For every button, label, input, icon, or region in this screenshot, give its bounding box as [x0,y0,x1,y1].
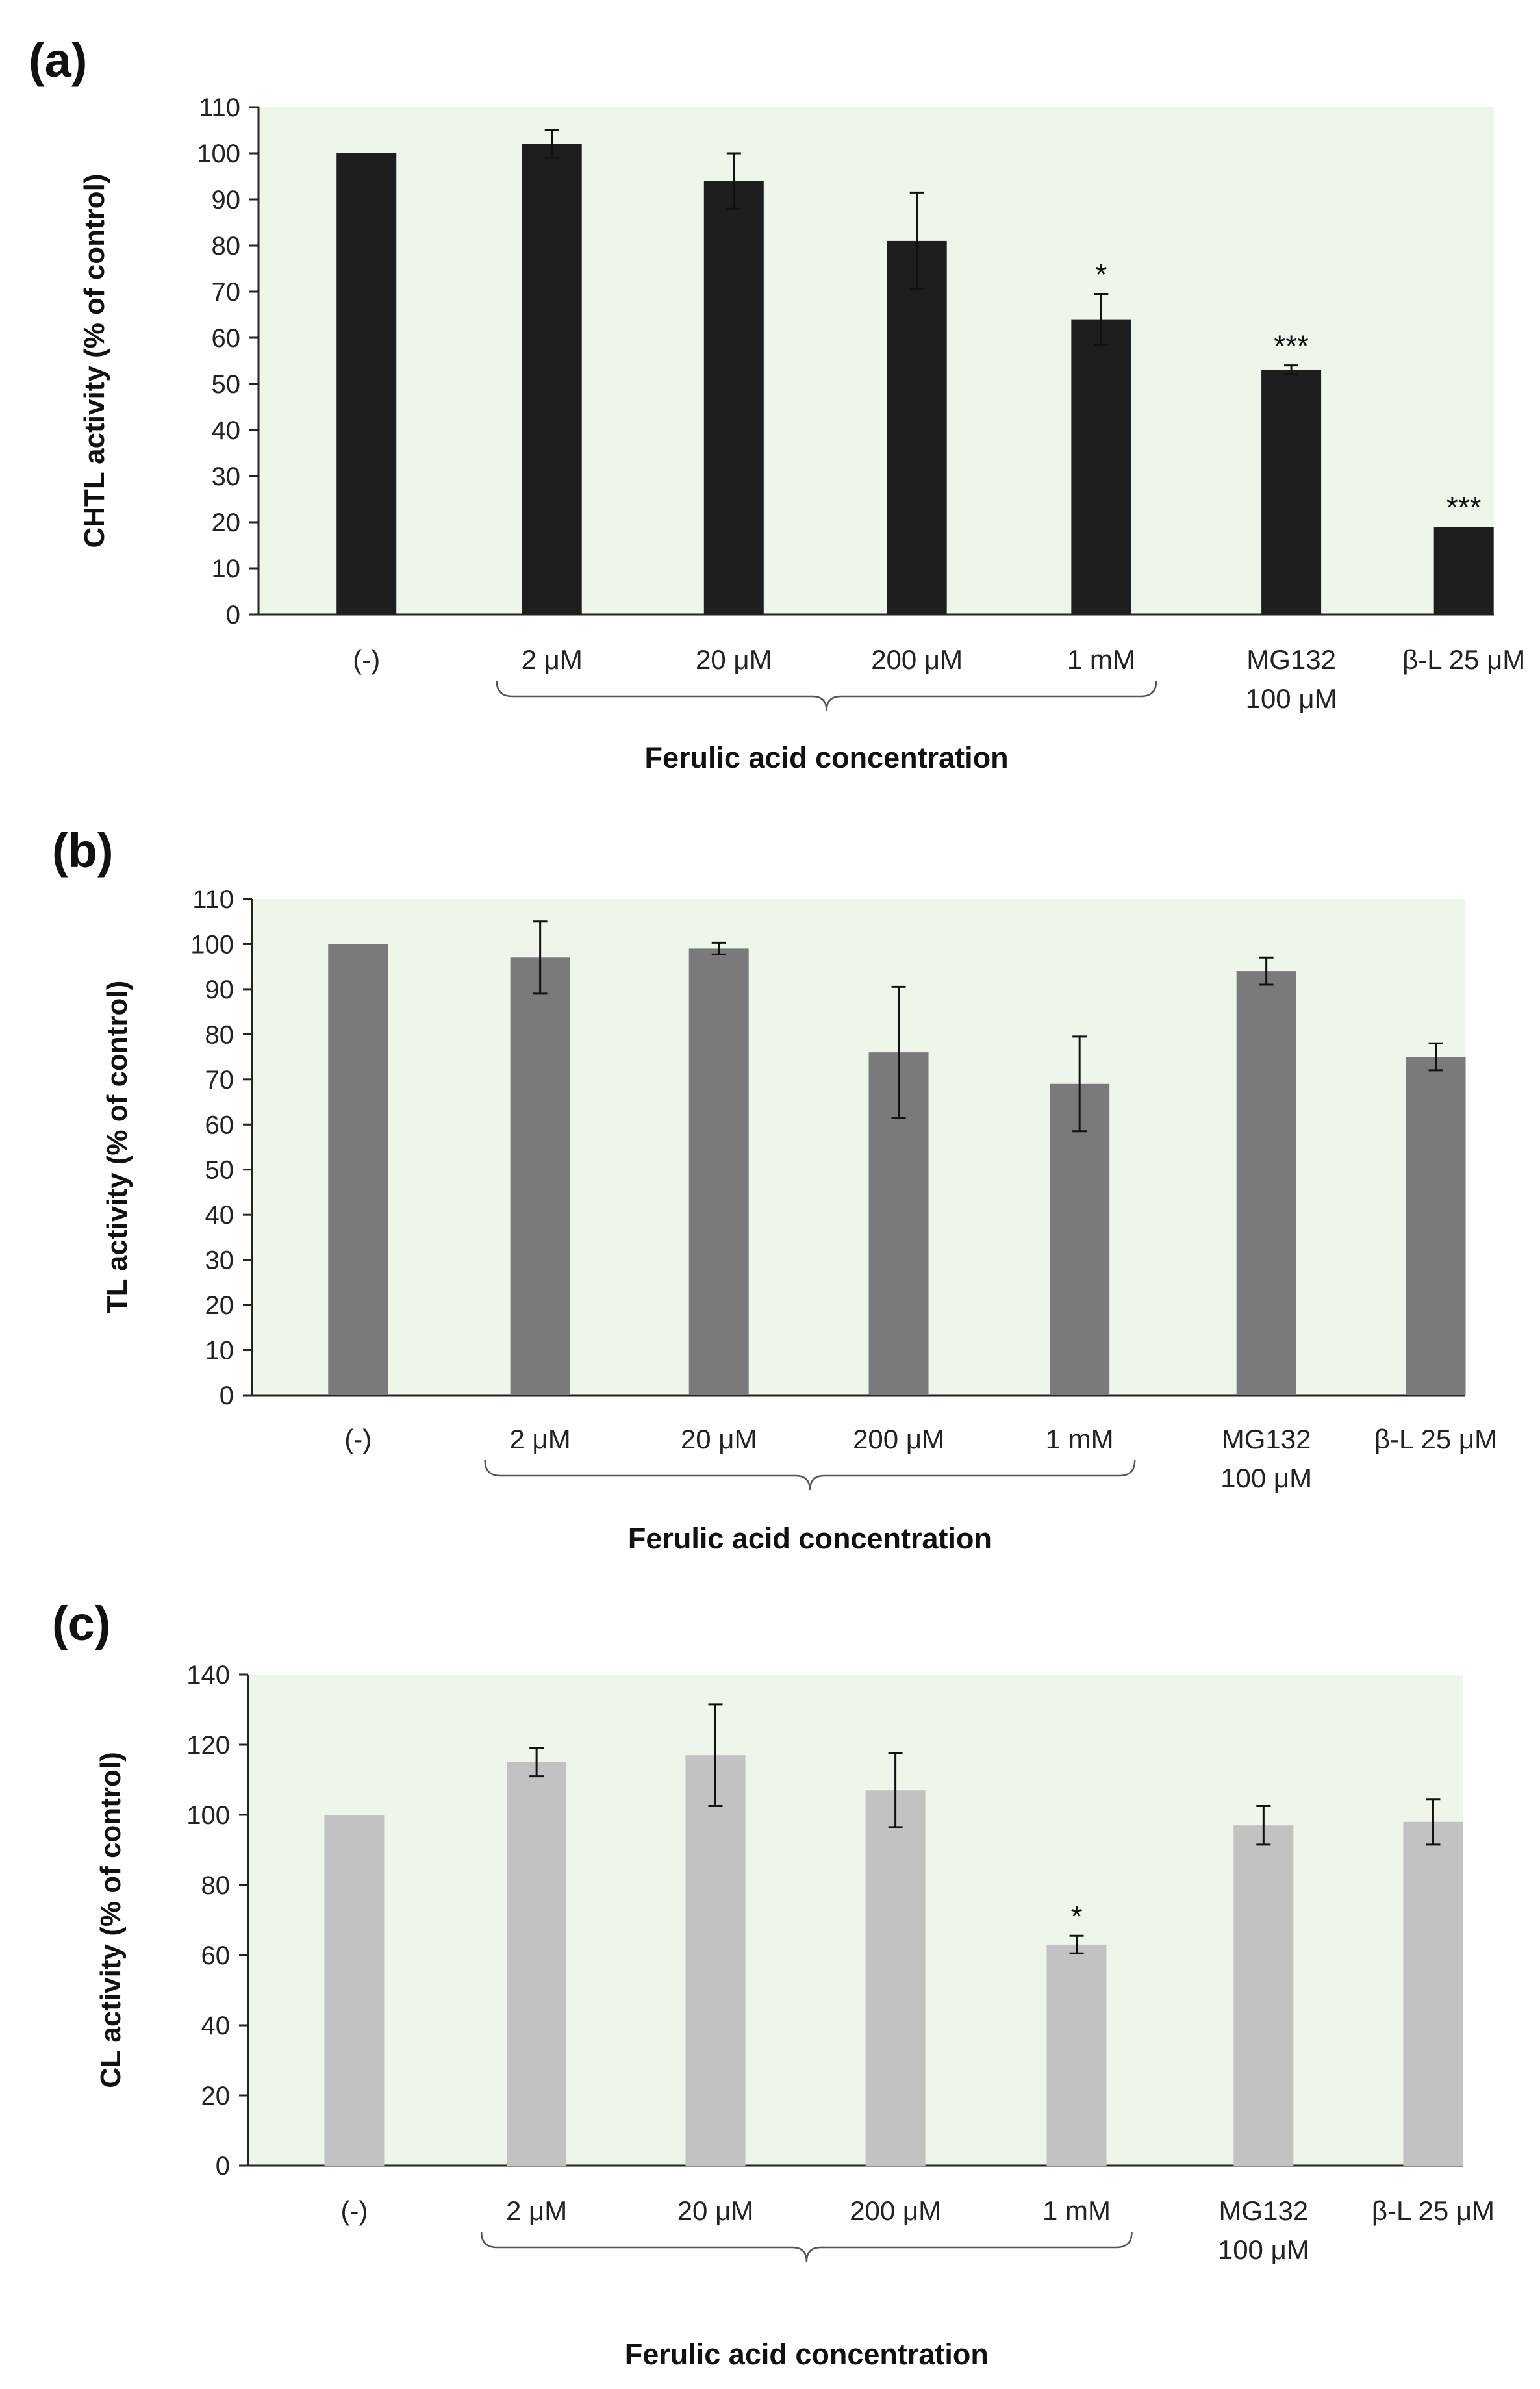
y-tick-label: 20 [201,2082,231,2110]
y-tick-label: 0 [216,2152,230,2180]
y-tick-label: 50 [205,1156,234,1185]
category-label: 2 μM [510,1424,571,1454]
group-label: Ferulic acid concentration [628,1522,992,1555]
bar-4 [887,240,947,614]
panel-label: (a) [29,33,87,87]
category-label: β-L 25 μM [1372,2195,1495,2226]
category-label: (-) [340,2195,368,2226]
bar-2 [522,144,582,615]
bar-1 [324,1815,385,2166]
bar-2 [507,1762,567,2166]
y-axis-title: TL activity (% of control) [101,981,133,1314]
y-tick-label: 120 [186,1731,230,1760]
category-label: 1 mM [1046,1424,1114,1454]
y-tick-label: 50 [212,370,241,399]
y-tick-label: 100 [190,930,234,959]
category-label: 2 μM [506,2195,567,2226]
y-tick-label: 10 [212,555,241,583]
y-tick-label: 80 [212,232,241,260]
category-label: 1 mM [1042,2195,1111,2226]
y-tick-label: 80 [201,1871,231,1900]
y-tick-label: 60 [201,1941,231,1970]
category-label: 2 μM [522,644,583,675]
panel-label: (b) [52,824,114,878]
panel-1: (a) 0 10 20 30 40 50 60 70 80 90 100 110 CHTL activit… [29,33,1525,774]
bar-3 [703,181,764,615]
y-tick-label: 40 [205,1201,234,1230]
category-label-line2: 100 μM [1246,683,1337,714]
bar-3 [685,1755,746,2166]
bar-5 [1050,1083,1110,1395]
significance-marker: * [1071,1899,1083,1933]
category-label: β-L 25 μM [1374,1424,1497,1454]
category-label: 20 μM [677,2195,754,2226]
category-label: 200 μM [853,1424,944,1454]
bar-7 [1433,527,1494,614]
y-tick-label: 110 [192,885,234,914]
y-axis-title: CHTL activity (% of control) [79,173,110,548]
y-tick-label: 70 [205,1066,234,1094]
bar-7 [1403,1821,1463,2166]
category-label: MG132 [1218,2195,1308,2226]
group-brace [496,680,1157,711]
category-label: 200 μM [850,2195,941,2226]
y-tick-label: 0 [226,601,240,629]
y-tick-label: 20 [212,509,241,537]
bar-1 [328,944,388,1395]
category-label: β-L 25 μM [1402,644,1525,675]
significance-marker: * [1095,258,1107,292]
category-label: 1 mM [1067,644,1135,675]
y-tick-label: 30 [205,1246,234,1275]
y-tick-label: 40 [212,416,241,445]
y-tick-label: 20 [205,1291,234,1320]
bar-1 [336,153,397,614]
y-tick-label: 100 [186,1801,230,1830]
panel-2: (b) 0 10 20 30 40 50 60 70 80 90 100 110 TL activity … [52,824,1497,1555]
panel-3: (c) 0 20 40 60 80 100 120 140 CL activity (% of c… [52,1597,1495,2371]
y-tick-label: 140 [186,1661,230,1689]
bar-5 [1046,1944,1107,2166]
group-label: Ferulic acid concentration [625,2338,989,2371]
panel-label: (c) [52,1597,110,1650]
bar-6 [1236,971,1296,1395]
y-tick-label: 40 [201,2012,231,2040]
category-label: 20 μM [681,1424,757,1454]
y-tick-label: 90 [205,976,234,1004]
bar-6 [1233,1825,1294,2166]
category-label: 200 μM [871,644,963,675]
category-label-line2: 100 μM [1220,1463,1312,1493]
group-brace [480,2231,1133,2262]
bar-2 [510,957,570,1395]
y-tick-label: 30 [212,462,241,491]
y-tick-label: 110 [199,94,240,122]
category-label: 20 μM [696,644,772,675]
y-tick-label: 60 [212,324,241,353]
category-label: MG132 [1222,1424,1311,1454]
significance-marker: *** [1274,329,1309,363]
category-label: (-) [353,644,380,675]
bar-5 [1071,319,1131,614]
y-axis-title: CL activity (% of control) [95,1752,127,2088]
y-tick-label: 60 [205,1111,234,1139]
bar-7 [1406,1057,1466,1395]
bar-4 [865,1790,926,2166]
category-label: (-) [344,1424,372,1454]
group-label: Ferulic acid concentration [644,741,1008,774]
category-label: MG132 [1246,644,1336,675]
bar-3 [688,948,749,1395]
bar-6 [1261,370,1322,614]
y-tick-label: 100 [197,140,240,168]
significance-marker: *** [1446,490,1482,524]
y-tick-label: 80 [205,1020,234,1049]
y-tick-label: 10 [205,1337,234,1365]
y-tick-label: 70 [212,278,241,307]
y-tick-label: 0 [220,1382,234,1410]
y-tick-label: 90 [212,186,241,214]
category-label-line2: 100 μM [1218,2234,1309,2265]
group-brace [484,1460,1136,1491]
